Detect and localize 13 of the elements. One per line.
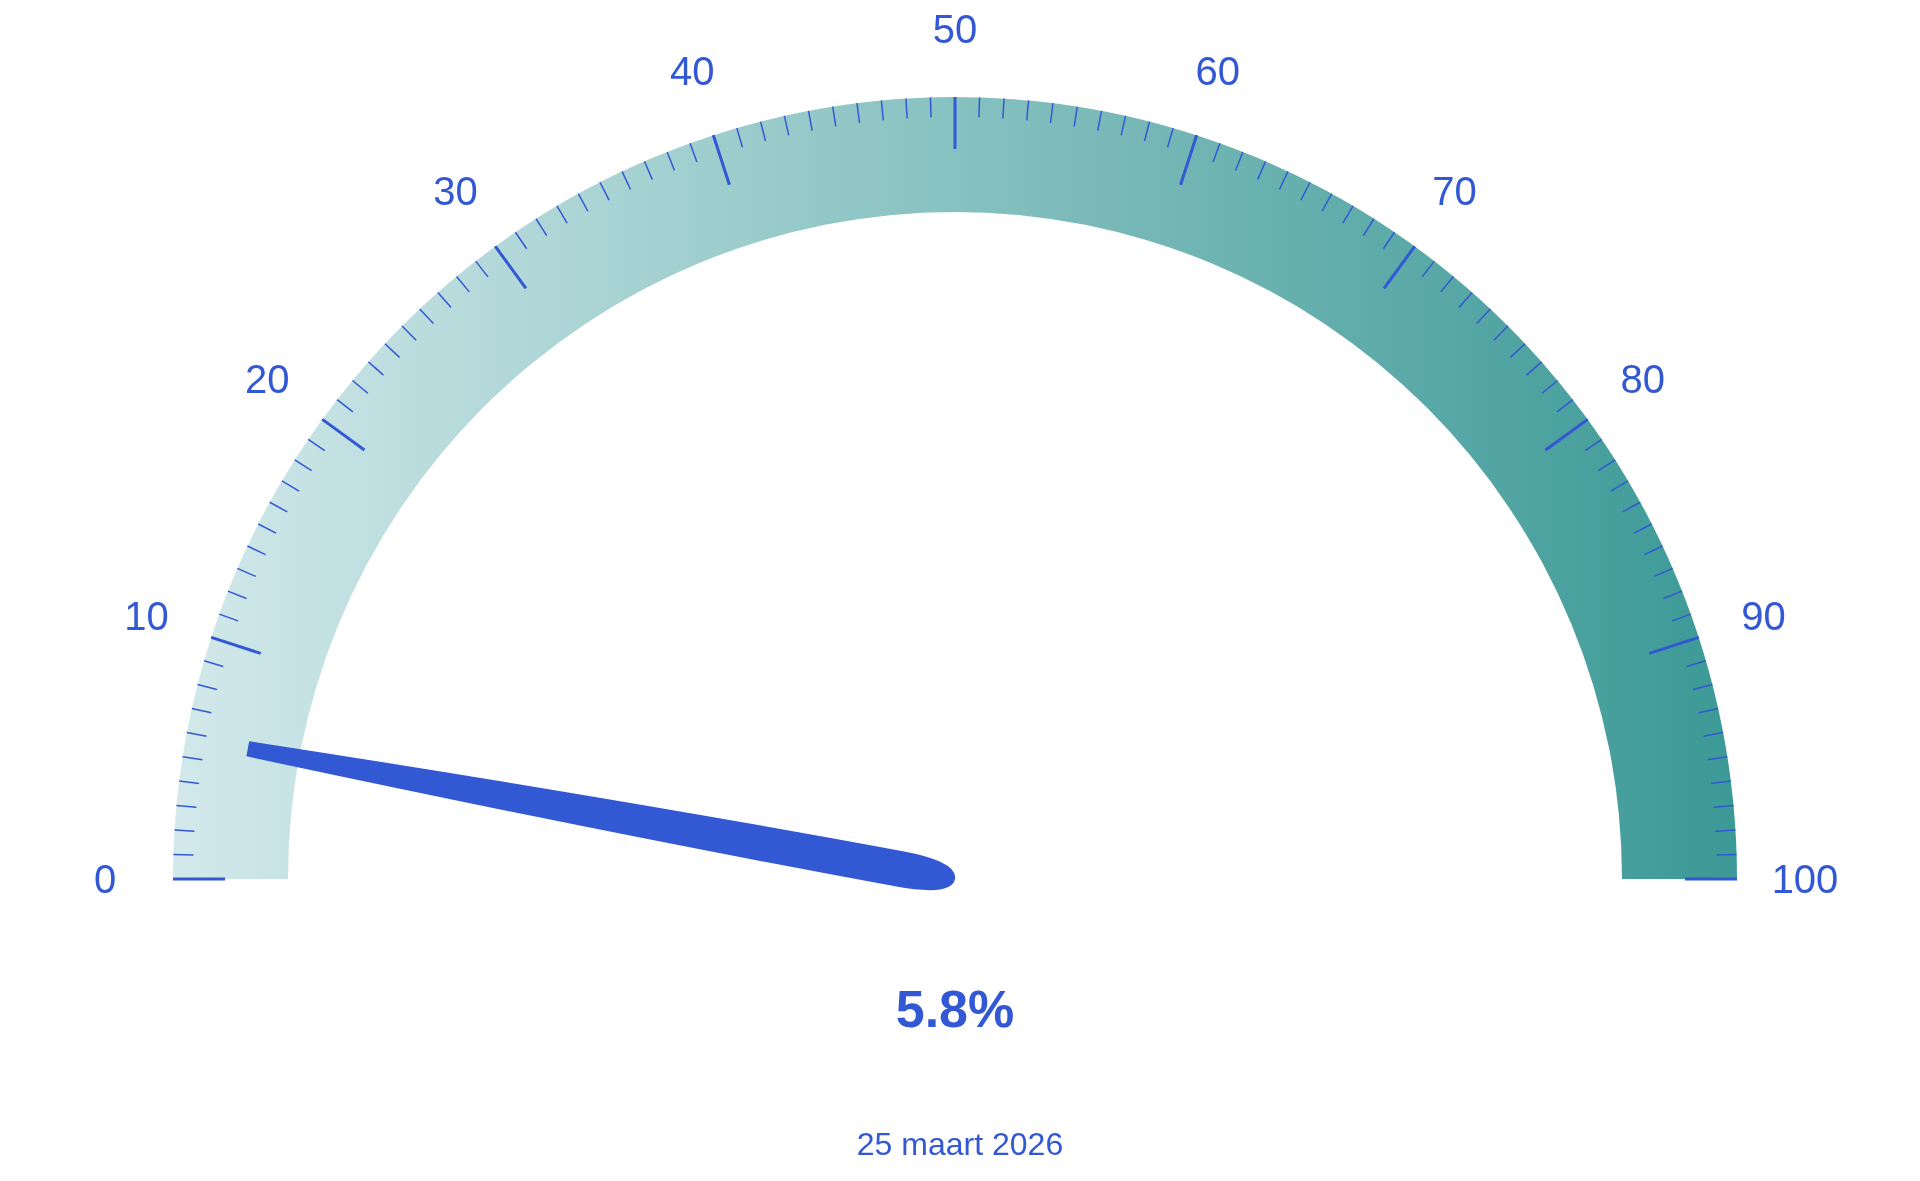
text: 0 (93, 857, 117, 901)
text: 70 (1432, 169, 1477, 214)
text: 60 (1195, 48, 1240, 93)
text: 100 (1771, 857, 1839, 901)
text: 10 (124, 594, 169, 639)
text: 50 (932, 7, 978, 51)
text: 20 (245, 357, 290, 402)
text: 30 (433, 169, 478, 214)
text: 25 maart 2026 (856, 1126, 1064, 1162)
text: 40 (670, 48, 715, 93)
data-label: 5.8% (895, 980, 1015, 1038)
text: 80 (1620, 357, 1665, 402)
text: 90 (1741, 594, 1786, 639)
